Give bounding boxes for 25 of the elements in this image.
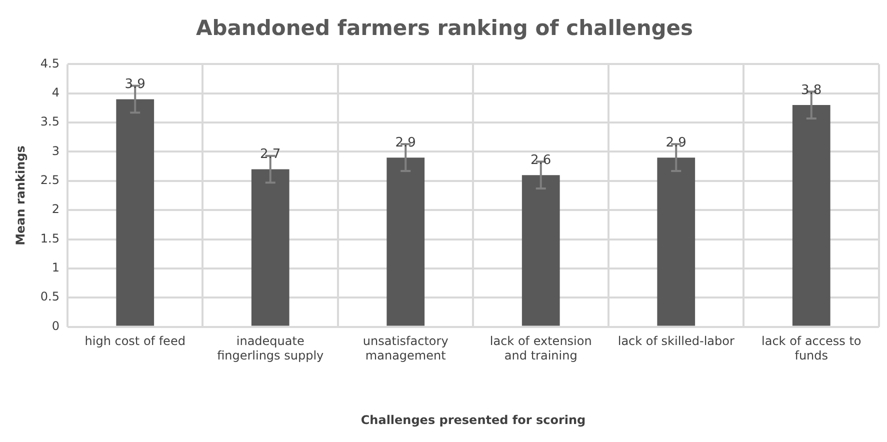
data-label: 2.9 <box>666 135 686 150</box>
y-tick-label: 0 <box>52 318 60 333</box>
y-tick-label: 0.5 <box>40 290 60 304</box>
x-tick-label: lack of access to funds <box>762 334 862 363</box>
x-tick-label: lack of skilled-labor <box>618 334 734 348</box>
y-tick-label: 3 <box>52 144 60 158</box>
y-tick-label: 1.5 <box>40 231 60 246</box>
y-tick-label: 4.5 <box>40 56 60 70</box>
y-axis-title: Mean rankings <box>13 146 28 246</box>
chart-title: Abandoned farmers ranking of challenges <box>196 16 694 40</box>
x-tick-label: unsatisfactory management <box>362 334 448 363</box>
data-label: 3.8 <box>801 82 822 98</box>
x-tick-label: inadequate fingerlings supply <box>217 334 324 363</box>
data-label: 2.9 <box>395 135 416 150</box>
data-label: 3.9 <box>124 77 146 92</box>
data-label: 2.7 <box>260 147 281 162</box>
y-tick-label: 4 <box>52 86 60 100</box>
data-label: 2.6 <box>530 152 552 168</box>
x-tick-label: lack of extension and training <box>490 334 592 363</box>
y-tick-label: 1 <box>52 260 60 275</box>
y-tick-label: 2 <box>52 202 60 216</box>
x-tick-label: high cost of feed <box>84 334 186 348</box>
x-axis-title: Challenges presented for scoring <box>360 412 586 427</box>
y-tick-label: 2.5 <box>40 173 60 188</box>
y-tick-label: 3.5 <box>40 114 60 129</box>
